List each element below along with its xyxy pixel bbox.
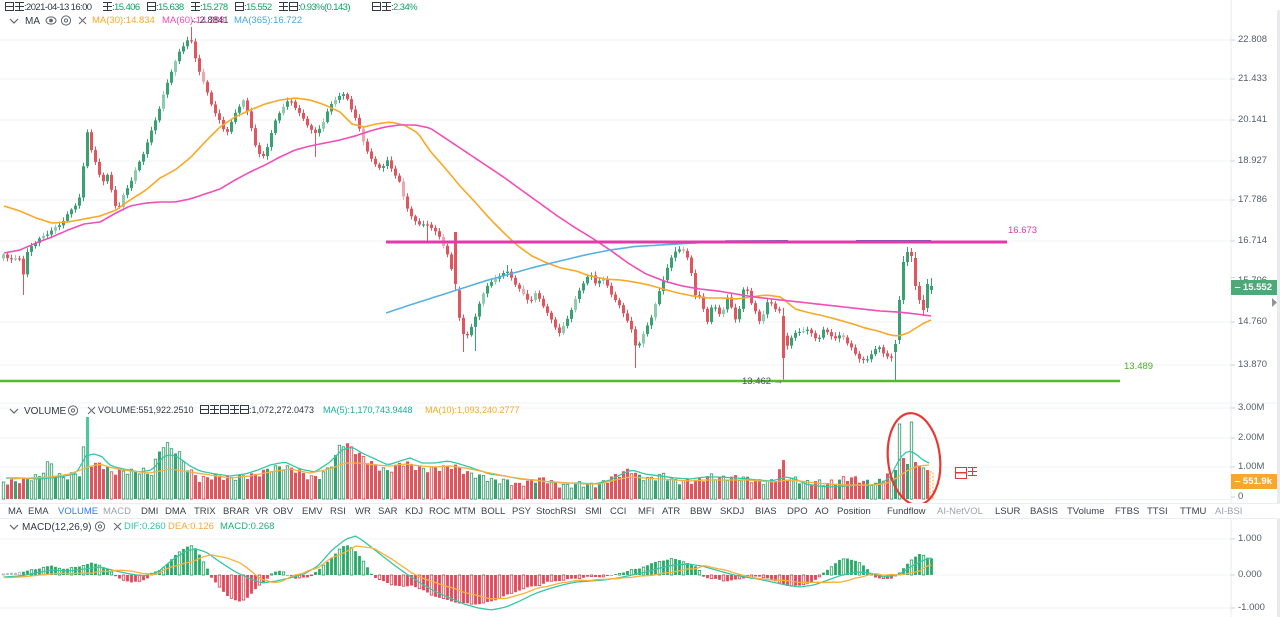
svg-text:MACD(12,26,9): MACD(12,26,9) bbox=[22, 522, 91, 533]
svg-text:VOLUME: VOLUME bbox=[24, 406, 67, 417]
svg-text:MA: MA bbox=[25, 16, 40, 27]
